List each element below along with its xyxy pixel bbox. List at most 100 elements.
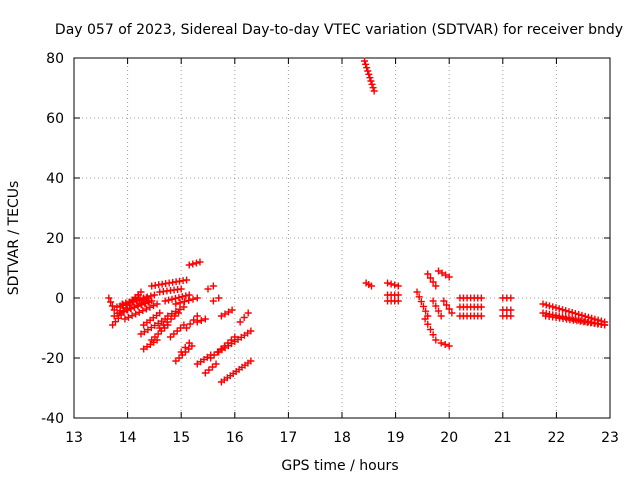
data-point	[201, 315, 209, 323]
data-point	[143, 293, 151, 301]
data-point	[180, 298, 188, 306]
data-point	[161, 297, 169, 305]
data-point	[156, 309, 164, 317]
x-axis-label: GPS time / hours	[281, 458, 398, 474]
data-point	[168, 295, 176, 303]
data-point	[129, 297, 137, 305]
data-point	[156, 324, 164, 332]
data-point	[542, 301, 550, 309]
data-point	[201, 369, 209, 377]
data-point	[160, 321, 168, 329]
data-point	[208, 363, 216, 371]
y-tick-label: -40	[41, 411, 64, 427]
data-point	[181, 344, 189, 351]
data-point	[135, 308, 143, 316]
data-point	[124, 306, 132, 314]
data-point	[426, 274, 434, 282]
data-point	[141, 300, 149, 308]
x-tick-label: 14	[119, 430, 137, 446]
y-tick-label: 40	[46, 171, 64, 187]
data-point	[236, 318, 244, 326]
data-point	[426, 326, 434, 333]
data-point	[552, 304, 560, 312]
data-point	[196, 258, 204, 266]
data-point	[153, 300, 161, 308]
data-point	[137, 288, 145, 296]
data-point	[118, 300, 126, 308]
data-point	[193, 312, 201, 320]
data-point	[432, 336, 440, 344]
data-point	[163, 318, 171, 326]
data-point	[134, 302, 142, 310]
x-tick-label: 20	[440, 430, 458, 446]
data-point	[125, 298, 133, 306]
data-point	[247, 357, 255, 365]
data-point	[116, 309, 124, 317]
data-point	[441, 341, 449, 348]
data-point	[136, 295, 144, 303]
y-tick-label: 20	[46, 231, 64, 247]
data-point	[434, 267, 442, 275]
data-point	[442, 271, 450, 279]
data-point	[209, 282, 217, 290]
data-point	[432, 282, 440, 290]
data-point	[437, 339, 445, 347]
data-point	[384, 279, 392, 287]
data-point	[391, 281, 399, 289]
data-point	[228, 306, 236, 314]
data-point	[421, 315, 429, 323]
data-point	[164, 312, 172, 320]
x-tick-label: 18	[333, 430, 351, 446]
data-point	[419, 302, 427, 310]
data-point	[434, 307, 442, 315]
data-point	[437, 312, 445, 320]
x-tick-label: 19	[387, 430, 405, 446]
data-point	[424, 270, 432, 278]
data-point	[225, 308, 233, 316]
data-point	[108, 302, 116, 310]
data-point	[364, 67, 372, 75]
data-point	[172, 308, 180, 315]
data-point	[175, 294, 183, 302]
data-points	[105, 57, 609, 386]
x-tick-label: 22	[547, 430, 565, 446]
data-point	[139, 307, 147, 315]
data-point	[221, 310, 229, 318]
data-point	[361, 57, 369, 65]
data-point	[190, 316, 198, 324]
data-point	[132, 310, 140, 318]
data-point	[193, 318, 201, 326]
data-point	[217, 312, 225, 320]
data-point	[148, 297, 156, 305]
x-tick-label: 17	[279, 430, 297, 446]
data-point	[429, 297, 437, 305]
data-point	[415, 293, 423, 301]
data-point	[438, 269, 446, 277]
data-point	[413, 288, 421, 296]
data-point	[168, 310, 176, 318]
data-point	[367, 282, 375, 290]
data-point	[394, 282, 402, 290]
data-point	[507, 312, 515, 320]
data-point	[366, 74, 374, 82]
data-point	[417, 298, 425, 306]
data-point	[133, 296, 141, 304]
data-point	[424, 320, 432, 328]
y-tick-label: 80	[46, 51, 64, 67]
x-tick-label: 21	[494, 430, 512, 446]
data-point	[367, 77, 375, 85]
data-point	[183, 276, 191, 284]
data-point	[185, 339, 193, 347]
data-point	[565, 308, 573, 316]
data-point	[545, 302, 553, 310]
data-point	[562, 307, 570, 315]
data-point	[507, 306, 515, 314]
data-point	[549, 303, 557, 311]
data-point	[182, 292, 190, 300]
data-point	[558, 306, 566, 314]
data-point	[240, 314, 248, 321]
data-point	[124, 313, 132, 321]
data-point	[204, 285, 212, 293]
data-point	[189, 295, 197, 303]
data-point	[507, 294, 515, 302]
